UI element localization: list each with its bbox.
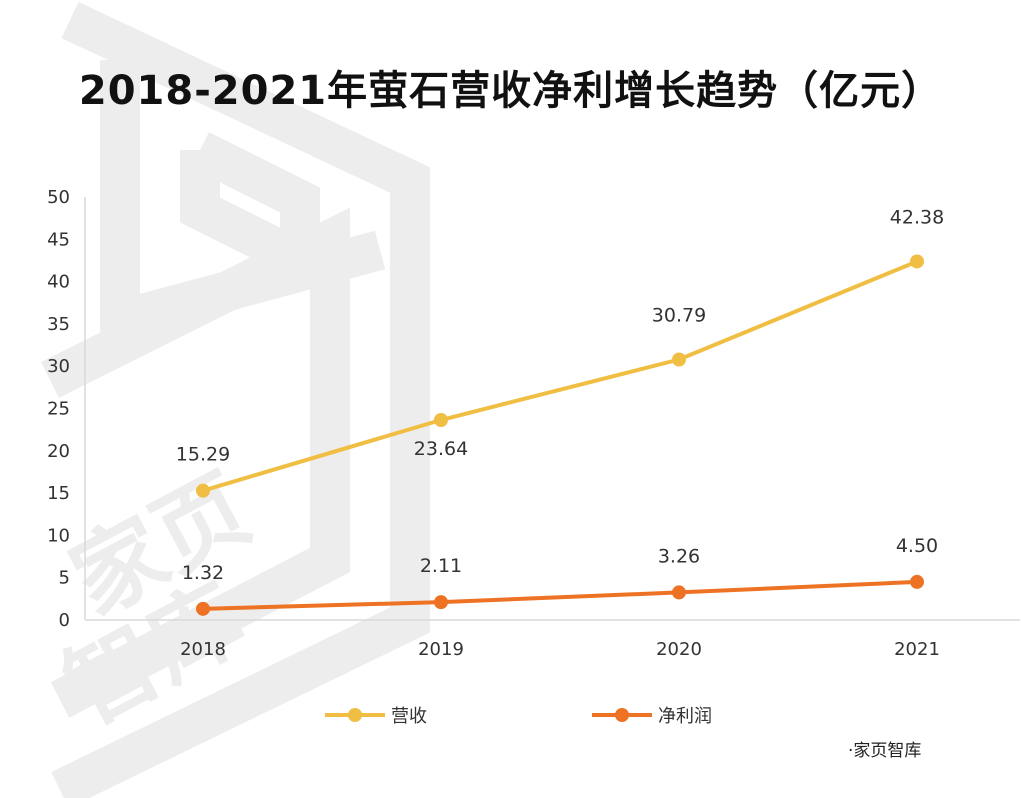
legend-item-net-profit: 净利润 xyxy=(592,700,712,730)
data-point-net-profit xyxy=(434,595,448,610)
chart-title: 2018-2021年萤石营收净利增长趋势（亿元） xyxy=(78,68,943,114)
legend-item-revenue: 营收 xyxy=(325,700,427,730)
legend-swatch-net-profit xyxy=(592,700,652,730)
data-label-net-profit: 3.26 xyxy=(658,545,700,567)
x-tick-label: 2020 xyxy=(656,639,702,660)
y-tick-label: 20 xyxy=(47,441,70,462)
data-point-revenue xyxy=(434,413,448,428)
source-watermark-text: ·家页智库 xyxy=(848,741,922,761)
data-point-revenue xyxy=(910,254,924,269)
y-tick-label: 45 xyxy=(47,229,70,250)
y-tick-label: 0 xyxy=(59,610,70,631)
legend-label-net-profit: 净利润 xyxy=(658,706,712,727)
y-tick-label: 15 xyxy=(47,483,70,504)
x-tick-label: 2019 xyxy=(418,639,464,660)
legend-label-revenue: 营收 xyxy=(391,706,427,727)
data-point-revenue xyxy=(672,352,686,367)
data-label-revenue: 15.29 xyxy=(176,444,230,466)
watermark-logo-inner-3 xyxy=(41,207,350,718)
y-tick-label: 5 xyxy=(59,568,70,589)
y-tick-label: 50 xyxy=(47,187,70,208)
series-line-revenue xyxy=(202,259,918,493)
data-label-revenue: 23.64 xyxy=(414,438,468,460)
data-point-net-profit xyxy=(196,601,210,616)
y-tick-label: 25 xyxy=(47,399,70,420)
data-point-net-profit xyxy=(672,585,686,600)
data-point-revenue xyxy=(196,483,210,498)
legend-swatch-revenue xyxy=(325,700,385,730)
y-tick-label: 30 xyxy=(47,356,70,377)
series-line-net-profit xyxy=(202,579,918,611)
data-point-net-profit xyxy=(910,574,924,589)
x-tick-label: 2021 xyxy=(894,639,940,660)
data-label-revenue: 30.79 xyxy=(652,305,706,327)
x-tick-label: 2018 xyxy=(180,639,226,660)
y-tick-label: 40 xyxy=(47,272,70,293)
data-label-net-profit: 1.32 xyxy=(182,562,224,584)
data-label-net-profit: 2.11 xyxy=(420,555,462,577)
data-label-revenue: 42.38 xyxy=(890,206,944,228)
y-tick-label: 35 xyxy=(47,314,70,335)
watermark-logo-outline xyxy=(51,1,430,798)
data-label-net-profit: 4.50 xyxy=(896,535,938,557)
y-tick-label: 10 xyxy=(47,525,70,546)
